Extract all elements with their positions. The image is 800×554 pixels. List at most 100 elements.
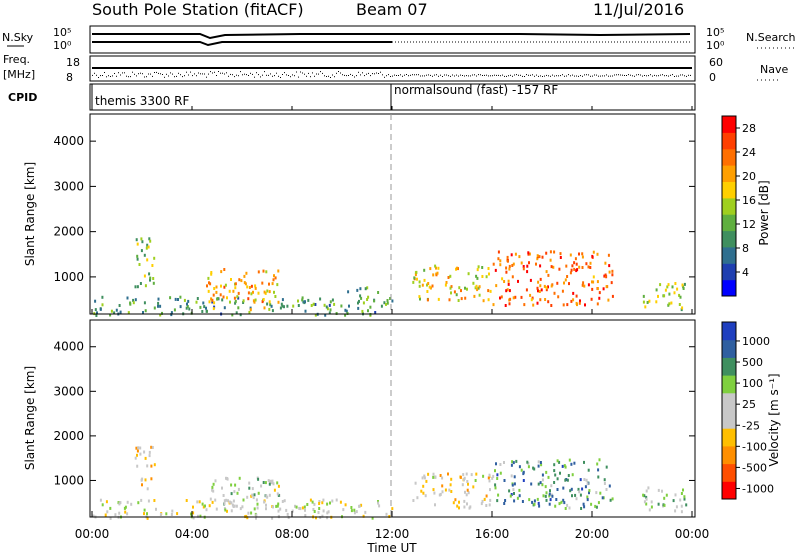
data-cell	[423, 474, 426, 478]
data-cell	[445, 281, 448, 284]
data-cell	[462, 473, 465, 477]
data-cell	[433, 491, 436, 495]
data-cell	[646, 301, 649, 304]
nave-point	[110, 76, 111, 77]
data-cell	[268, 307, 271, 311]
data-cell	[420, 489, 423, 493]
data-cell	[273, 488, 276, 492]
data-cell	[242, 498, 245, 502]
data-cell	[391, 507, 394, 511]
data-cell	[573, 261, 576, 265]
data-cell	[179, 295, 182, 299]
data-cell	[304, 508, 306, 512]
data-cell	[235, 504, 238, 508]
nave-point	[92, 74, 93, 76]
data-cell	[358, 299, 360, 303]
data-cell	[563, 281, 565, 285]
data-cell	[488, 473, 491, 477]
data-cell	[344, 308, 347, 312]
data-cell	[522, 267, 525, 271]
data-cell	[680, 504, 683, 508]
nave-point	[368, 72, 369, 74]
nave-point	[346, 75, 347, 77]
data-cell	[680, 492, 683, 495]
nave-point	[484, 74, 485, 76]
data-cell	[536, 254, 539, 258]
nave-point	[202, 73, 203, 75]
data-cell	[465, 472, 468, 476]
data-cell	[109, 506, 112, 510]
data-cell	[230, 509, 233, 513]
data-cell	[274, 295, 277, 298]
data-cell	[564, 278, 567, 282]
nave-point	[532, 74, 533, 76]
data-cell	[207, 276, 210, 280]
data-cell	[233, 490, 236, 494]
nave-point	[646, 75, 647, 77]
data-cell	[532, 303, 535, 307]
data-cell	[232, 505, 235, 508]
nave-point	[682, 74, 683, 76]
data-cell	[453, 290, 456, 294]
data-cell	[140, 237, 143, 241]
data-cell	[481, 275, 484, 278]
data-cell	[264, 291, 267, 295]
data-cell	[260, 484, 263, 488]
nave-point	[238, 75, 239, 77]
nave-point	[200, 73, 201, 75]
noise-right-tick-bottom: 10⁰	[706, 39, 725, 52]
data-cell	[435, 273, 438, 277]
nave-point	[98, 77, 99, 78]
data-cell	[455, 293, 458, 297]
nave-point	[674, 76, 675, 77]
data-cell	[536, 286, 539, 290]
data-cell	[142, 311, 144, 314]
data-cell	[262, 481, 265, 484]
data-cell	[663, 503, 666, 507]
data-cell	[568, 282, 570, 286]
data-cell	[547, 475, 550, 479]
nave-point	[356, 75, 357, 77]
data-cell	[329, 501, 331, 505]
data-cell	[571, 494, 573, 498]
nave-point	[656, 75, 657, 77]
data-cell	[234, 301, 237, 305]
nave-point	[108, 75, 109, 77]
data-cell	[516, 496, 519, 500]
data-cell	[583, 505, 586, 509]
data-cell	[132, 301, 135, 305]
data-cell	[99, 498, 102, 502]
data-cell	[151, 446, 154, 449]
data-cell	[304, 300, 306, 304]
nave-point	[580, 75, 581, 77]
data-cell	[441, 490, 444, 494]
data-cell	[227, 499, 229, 503]
nave-point	[102, 75, 103, 76]
data-cell	[491, 476, 494, 480]
data-cell	[297, 299, 299, 303]
nave-point	[354, 76, 355, 78]
data-cell	[553, 291, 556, 295]
data-cell	[321, 514, 324, 518]
data-cell	[248, 481, 251, 485]
data-cell	[239, 313, 242, 317]
colorbar-segment	[722, 197, 736, 215]
data-cell	[364, 287, 367, 291]
nave-point	[152, 75, 153, 77]
nave-point	[518, 74, 519, 76]
nave-point	[402, 75, 403, 77]
data-cell	[237, 291, 240, 295]
data-cell	[585, 262, 588, 266]
nave-point	[564, 75, 565, 77]
data-cell	[436, 271, 439, 275]
nave-point	[406, 74, 407, 75]
data-cell	[203, 305, 206, 309]
data-cell	[210, 271, 213, 274]
data-cell	[251, 493, 254, 497]
nave-point	[388, 74, 389, 76]
data-cell	[682, 285, 685, 289]
nave-point	[522, 75, 523, 77]
freq-label-1: Freq.	[3, 53, 30, 66]
data-cell	[157, 301, 160, 305]
data-cell	[508, 264, 511, 268]
